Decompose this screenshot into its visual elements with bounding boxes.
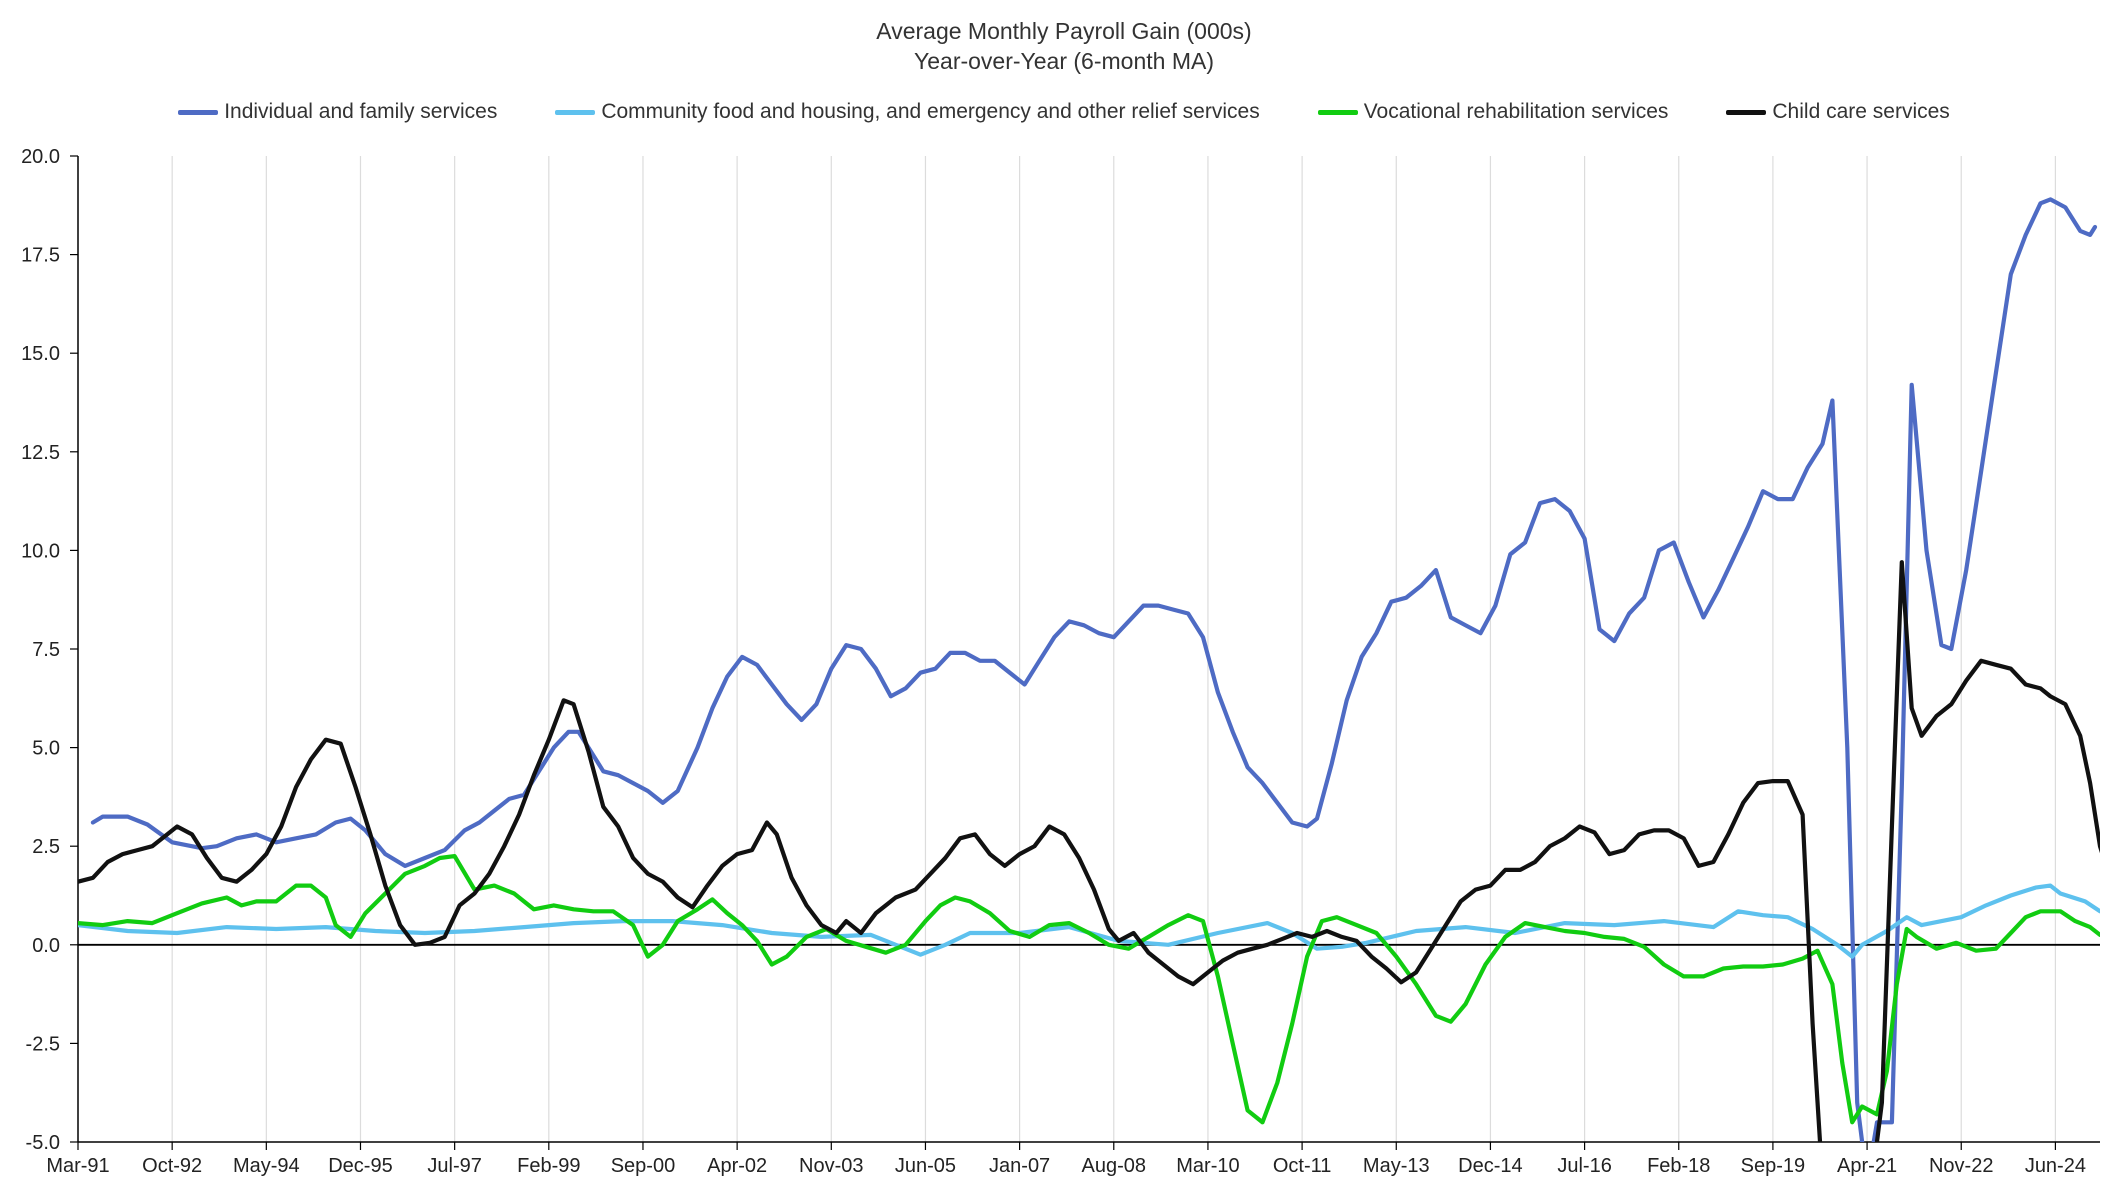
legend-label-child-care: Child care services xyxy=(1772,100,1950,123)
chart-title: Average Monthly Payroll Gain (000s) xyxy=(876,18,1252,44)
x-tick-label: Oct-11 xyxy=(1273,1155,1332,1177)
y-tick-label: -5.0 xyxy=(26,1132,60,1154)
series-line-community-food xyxy=(78,883,2100,959)
x-tick-label: Jul-97 xyxy=(427,1155,481,1177)
x-tick-label: Jul-16 xyxy=(1557,1155,1611,1177)
x-tick-label: May-13 xyxy=(1363,1155,1430,1177)
legend-item-child-care: Child care services xyxy=(1726,100,1950,124)
legend-item-vocational-rehab: Vocational rehabilitation services xyxy=(1317,100,1669,124)
legend-item-community-food: Community food and housing, and emergenc… xyxy=(555,100,1260,124)
x-tick-label: Mar-10 xyxy=(1176,1155,1239,1177)
legend: Individual and family services Community… xyxy=(0,100,2128,124)
x-tick-label: Jan-07 xyxy=(989,1155,1050,1177)
x-tick-label: Jun-24 xyxy=(2025,1155,2086,1177)
legend-swatch-individual-family xyxy=(178,109,219,115)
y-tick-label: 10.0 xyxy=(21,540,60,562)
x-tick-label: Sep-19 xyxy=(1741,1155,1806,1177)
y-tick-label: -2.5 xyxy=(26,1033,60,1055)
x-tick-label: Sep-00 xyxy=(611,1155,676,1177)
x-tick-label: Mar-91 xyxy=(46,1155,109,1177)
legend-item-individual-family: Individual and family services xyxy=(178,100,497,124)
y-tick-label: 12.5 xyxy=(21,442,60,464)
y-tick-label: 5.0 xyxy=(32,738,60,760)
x-tick-label: Feb-99 xyxy=(517,1155,580,1177)
x-tick-label: Dec-14 xyxy=(1458,1155,1522,1177)
legend-label-individual-family: Individual and family services xyxy=(224,100,498,123)
x-tick-label: Nov-22 xyxy=(1929,1155,1993,1177)
legend-swatch-vocational-rehab xyxy=(1317,109,1358,115)
x-tick-label: Aug-08 xyxy=(1082,1155,1147,1177)
y-tick-label: 15.0 xyxy=(21,343,60,365)
series-line-vocational-rehab xyxy=(78,854,2100,1125)
legend-label-community-food: Community food and housing, and emergenc… xyxy=(601,100,1260,123)
y-tick-label: 0.0 xyxy=(32,935,60,957)
x-tick-label: Apr-02 xyxy=(707,1155,767,1177)
x-tick-label: May-94 xyxy=(233,1155,300,1177)
x-tick-label: Oct-92 xyxy=(142,1155,202,1177)
legend-label-vocational-rehab: Vocational rehabilitation services xyxy=(1363,100,1669,123)
y-tick-label: 7.5 xyxy=(32,639,60,661)
chart-subtitle: Year-over-Year (6-month MA) xyxy=(914,48,1214,74)
x-tick-label: Nov-03 xyxy=(799,1155,863,1177)
y-tick-label: 17.5 xyxy=(21,245,60,267)
y-tick-label: 2.5 xyxy=(32,836,60,858)
legend-swatch-child-care xyxy=(1726,109,1767,115)
x-tick-label: Dec-95 xyxy=(328,1155,392,1177)
x-tick-label: Feb-18 xyxy=(1647,1155,1710,1177)
x-tick-label: Apr-21 xyxy=(1837,1155,1897,1177)
legend-swatch-community-food xyxy=(555,109,596,115)
y-tick-label: 20.0 xyxy=(21,146,60,168)
series-line-child-care xyxy=(78,560,2100,1142)
series-line-individual-family xyxy=(90,197,2098,1142)
x-tick-label: Jun-05 xyxy=(895,1155,956,1177)
